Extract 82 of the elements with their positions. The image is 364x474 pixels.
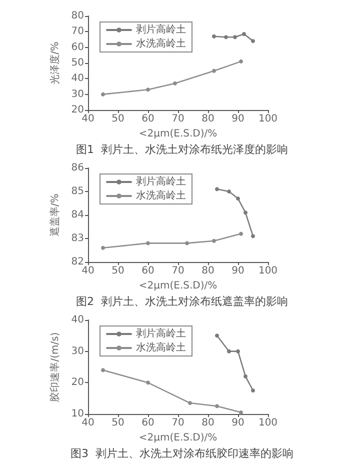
point [212, 68, 216, 73]
legend-label: 剥片高岭土 [136, 24, 186, 36]
point [224, 35, 228, 40]
point [215, 334, 219, 338]
point [239, 410, 243, 414]
point [185, 241, 189, 246]
point [215, 187, 219, 192]
y-axis-title: 光泽度/% [48, 42, 61, 84]
text: 图3 剥片土、水洗土对涂布纸胶印速率的影响 [70, 447, 294, 460]
y-tick-label: 20 [71, 377, 84, 388]
point [239, 232, 243, 236]
legend-label: 剥片高岭土 [136, 176, 186, 188]
point [227, 190, 231, 194]
x-axis-title: <2μm(E.S.D)/% [138, 128, 218, 140]
point [236, 196, 240, 201]
x-tick-label: 90 [232, 266, 244, 276]
x-tick-label: 40 [82, 266, 94, 276]
point [101, 92, 105, 96]
y-tick-label: 50 [71, 58, 84, 68]
point [215, 404, 219, 408]
x-tick-label: 80 [202, 114, 214, 124]
text: 图1 剥片土、水洗土对涂布纸光泽度的影响 [76, 143, 288, 156]
y-tick-label: 40 [71, 314, 84, 326]
x-tick-label: 60 [142, 114, 154, 124]
point [239, 59, 243, 64]
point [244, 210, 248, 215]
point [227, 349, 231, 354]
x-tick-label: 90 [232, 114, 244, 124]
x-tick-label: 80 [202, 266, 214, 276]
point [236, 349, 240, 354]
y-axis-title: 遮盖率/% [48, 194, 61, 236]
x-tick-label: 60 [142, 418, 154, 428]
y-tick-label: 10 [71, 408, 84, 420]
x-axis-title: <2μm(E.S.D)/% [138, 280, 218, 292]
y-tick-label: 60 [71, 42, 84, 53]
y-tick-label: 80 [71, 10, 84, 22]
point [233, 35, 237, 40]
point [188, 401, 192, 406]
y-tick-label: 82 [71, 256, 84, 268]
point [101, 368, 105, 372]
x-tick-label: 100 [258, 266, 278, 276]
y-tick-label: 86 [71, 162, 84, 174]
point [212, 238, 216, 243]
text: 图2 剥片土、水洗土对涂布纸遮盖率的影响 [76, 295, 288, 308]
x-axis-title: <2μm(E.S.D)/% [138, 432, 218, 444]
x-tick-label: 50 [112, 114, 124, 124]
x-tick-label: 70 [172, 114, 184, 124]
point [212, 34, 216, 38]
y-tick-label: 30 [71, 346, 84, 357]
point [251, 39, 255, 44]
y-tick-label: 30 [71, 88, 84, 100]
x-tick-label: 70 [172, 418, 184, 428]
legend-label: 水洗高岭土 [136, 38, 186, 50]
legend-label: 剥片高岭土 [136, 328, 186, 340]
x-tick-label: 70 [172, 266, 184, 276]
x-tick-label: 100 [258, 418, 278, 428]
point [251, 234, 255, 238]
x-tick-label: 100 [258, 114, 278, 124]
x-tick-label: 50 [112, 418, 124, 428]
point [244, 374, 248, 378]
point [251, 388, 255, 392]
y-tick-label: 70 [71, 26, 84, 38]
legend-label: 水洗高岭土 [136, 342, 186, 354]
x-tick-label: 40 [82, 114, 94, 124]
y-tick-label: 85 [71, 186, 84, 197]
point [146, 380, 150, 385]
point [146, 241, 150, 246]
x-tick-label: 40 [82, 418, 94, 428]
point [242, 32, 246, 36]
y-axis-title: 胶印速率/(m/s) [48, 332, 61, 402]
legend-label: 水洗高岭土 [136, 190, 186, 202]
point [146, 88, 150, 92]
point [173, 81, 177, 86]
x-tick-label: 90 [232, 418, 244, 428]
point [101, 246, 105, 250]
y-tick-label: 40 [71, 73, 84, 84]
x-tick-label: 50 [112, 266, 124, 276]
y-tick-label: 20 [71, 104, 84, 116]
x-tick-label: 80 [202, 418, 214, 428]
y-tick-label: 84 [71, 210, 84, 220]
y-tick-label: 83 [71, 233, 84, 244]
x-tick-label: 60 [142, 266, 154, 276]
